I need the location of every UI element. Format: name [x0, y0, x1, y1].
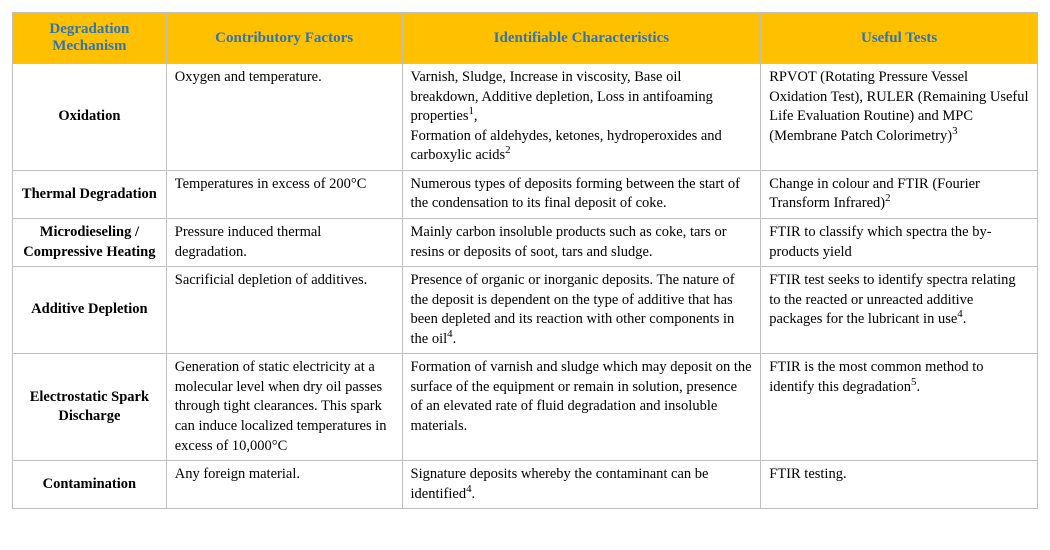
cell-factors: Generation of static electricity at a mo…	[166, 354, 402, 461]
cell-characteristics: Mainly carbon insoluble products such as…	[402, 218, 761, 266]
cell-tests: FTIR is the most common method to identi…	[761, 354, 1038, 461]
cell-tests: RPVOT (Rotating Pressure Vessel Oxidatio…	[761, 64, 1038, 171]
table-header: Degradation Mechanism Contributory Facto…	[13, 13, 1038, 64]
cell-mechanism: Contamination	[13, 461, 167, 509]
table-row: Microdieseling / Compressive HeatingPres…	[13, 218, 1038, 266]
cell-factors: Sacrificial depletion of additives.	[166, 267, 402, 354]
header-factors: Contributory Factors	[166, 13, 402, 64]
cell-tests: FTIR test seeks to identify spectra rela…	[761, 267, 1038, 354]
cell-mechanism: Microdieseling / Compressive Heating	[13, 218, 167, 266]
cell-factors: Temperatures in excess of 200°C	[166, 170, 402, 218]
cell-mechanism: Thermal Degradation	[13, 170, 167, 218]
cell-factors: Oxygen and temperature.	[166, 64, 402, 171]
table-body: OxidationOxygen and temperature.Varnish,…	[13, 64, 1038, 509]
table-row: ContaminationAny foreign material.Signat…	[13, 461, 1038, 509]
cell-mechanism: Electrostatic Spark Discharge	[13, 354, 167, 461]
header-tests: Useful Tests	[761, 13, 1038, 64]
cell-mechanism: Additive Depletion	[13, 267, 167, 354]
cell-mechanism: Oxidation	[13, 64, 167, 171]
cell-characteristics: Formation of varnish and sludge which ma…	[402, 354, 761, 461]
cell-tests: FTIR testing.	[761, 461, 1038, 509]
cell-factors: Any foreign material.	[166, 461, 402, 509]
degradation-table: Degradation Mechanism Contributory Facto…	[12, 12, 1038, 509]
table-row: Thermal DegradationTemperatures in exces…	[13, 170, 1038, 218]
table-row: Electrostatic Spark DischargeGeneration …	[13, 354, 1038, 461]
cell-tests: Change in colour and FTIR (Fourier Trans…	[761, 170, 1038, 218]
cell-characteristics: Varnish, Sludge, Increase in viscosity, …	[402, 64, 761, 171]
table-row: OxidationOxygen and temperature.Varnish,…	[13, 64, 1038, 171]
cell-characteristics: Presence of organic or inorganic deposit…	[402, 267, 761, 354]
header-characteristics: Identifiable Characteristics	[402, 13, 761, 64]
cell-factors: Pressure induced thermal degradation.	[166, 218, 402, 266]
table-row: Additive DepletionSacrificial depletion …	[13, 267, 1038, 354]
cell-tests: FTIR to classify which spectra the by-pr…	[761, 218, 1038, 266]
cell-characteristics: Signature deposits whereby the contamina…	[402, 461, 761, 509]
cell-characteristics: Numerous types of deposits forming betwe…	[402, 170, 761, 218]
header-mechanism: Degradation Mechanism	[13, 13, 167, 64]
